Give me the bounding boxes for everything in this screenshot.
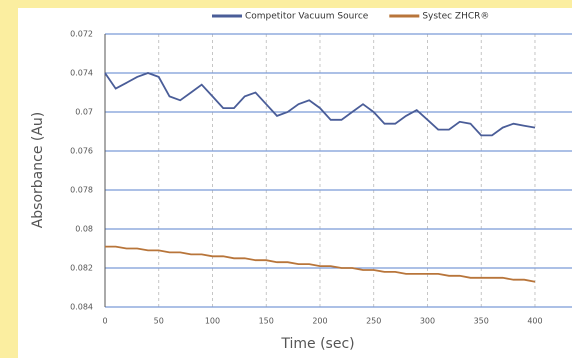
chart-panel — [18, 8, 572, 358]
x-tick-label: 0 — [102, 317, 107, 326]
y-tick-label: 0.08 — [75, 225, 93, 234]
y-tick-label: 0.072 — [70, 30, 93, 39]
x-tick-label: 350 — [474, 317, 489, 326]
series-line — [105, 245, 536, 283]
legend-label: Competitor Vacuum Source — [245, 12, 369, 22]
y-tick-label: 0.074 — [70, 69, 93, 78]
legend-label: Systec ZHCR® — [422, 12, 489, 22]
y-tick-label: 0.084 — [70, 303, 93, 312]
y-tick-label: 0.082 — [70, 264, 93, 273]
series-line — [104, 72, 536, 137]
x-tick-label: 400 — [527, 317, 542, 326]
x-tick-label: 100 — [205, 317, 220, 326]
x-tick-label: 300 — [420, 317, 435, 326]
x-tick-label: 250 — [366, 317, 381, 326]
x-tick-label: 200 — [312, 317, 327, 326]
x-tick-label: 50 — [154, 317, 164, 326]
y-tick-label: 0.078 — [70, 186, 93, 195]
y-axis-label: Absorbance (Au) — [30, 112, 46, 229]
y-tick-label: 0.07 — [75, 108, 93, 117]
x-tick-label: 150 — [259, 317, 274, 326]
y-tick-label: 0.076 — [70, 147, 93, 156]
x-axis-label: Time (sec) — [280, 336, 354, 352]
